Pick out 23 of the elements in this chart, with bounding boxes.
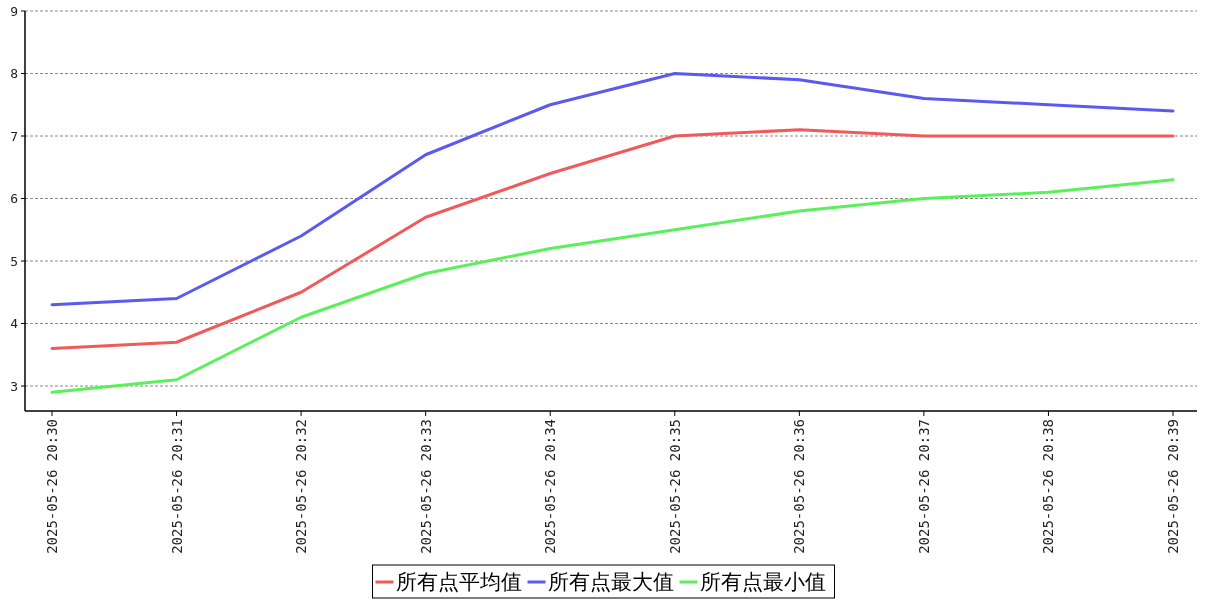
x-tick-label: 2025-05-26 20:33 bbox=[417, 419, 434, 554]
x-tick-label: 2025-05-26 20:36 bbox=[791, 419, 808, 554]
y-tick-label: 7 bbox=[10, 128, 18, 144]
line-series bbox=[50, 128, 1175, 350]
line-series bbox=[50, 72, 1175, 307]
y-tick-label: 6 bbox=[10, 191, 18, 207]
y-tick-label: 9 bbox=[10, 3, 18, 19]
x-tick-label: 2025-05-26 20:39 bbox=[1165, 419, 1181, 554]
x-tick-label: 2025-05-26 20:35 bbox=[666, 419, 683, 554]
x-tick-label: 2025-05-26 20:34 bbox=[542, 419, 559, 554]
y-tick-label: 3 bbox=[10, 378, 18, 394]
legend-label: 所有点最小值 bbox=[699, 570, 826, 594]
y-tick-label: 4 bbox=[10, 316, 19, 332]
x-tick-label: 2025-05-26 20:37 bbox=[915, 419, 932, 554]
y-tick-label: 8 bbox=[10, 66, 18, 82]
line-series bbox=[50, 178, 1175, 394]
legend-label: 所有点平均值 bbox=[395, 570, 522, 594]
y-tick-label: 5 bbox=[10, 253, 18, 269]
legend-label: 所有点最大值 bbox=[547, 570, 674, 594]
x-tick-label: 2025-05-26 20:31 bbox=[168, 419, 185, 554]
x-tick-label: 2025-05-26 20:32 bbox=[293, 419, 310, 554]
x-tick-label: 2025-05-26 20:38 bbox=[1040, 419, 1057, 554]
x-tick-label: 2025-05-26 20:30 bbox=[44, 419, 60, 554]
